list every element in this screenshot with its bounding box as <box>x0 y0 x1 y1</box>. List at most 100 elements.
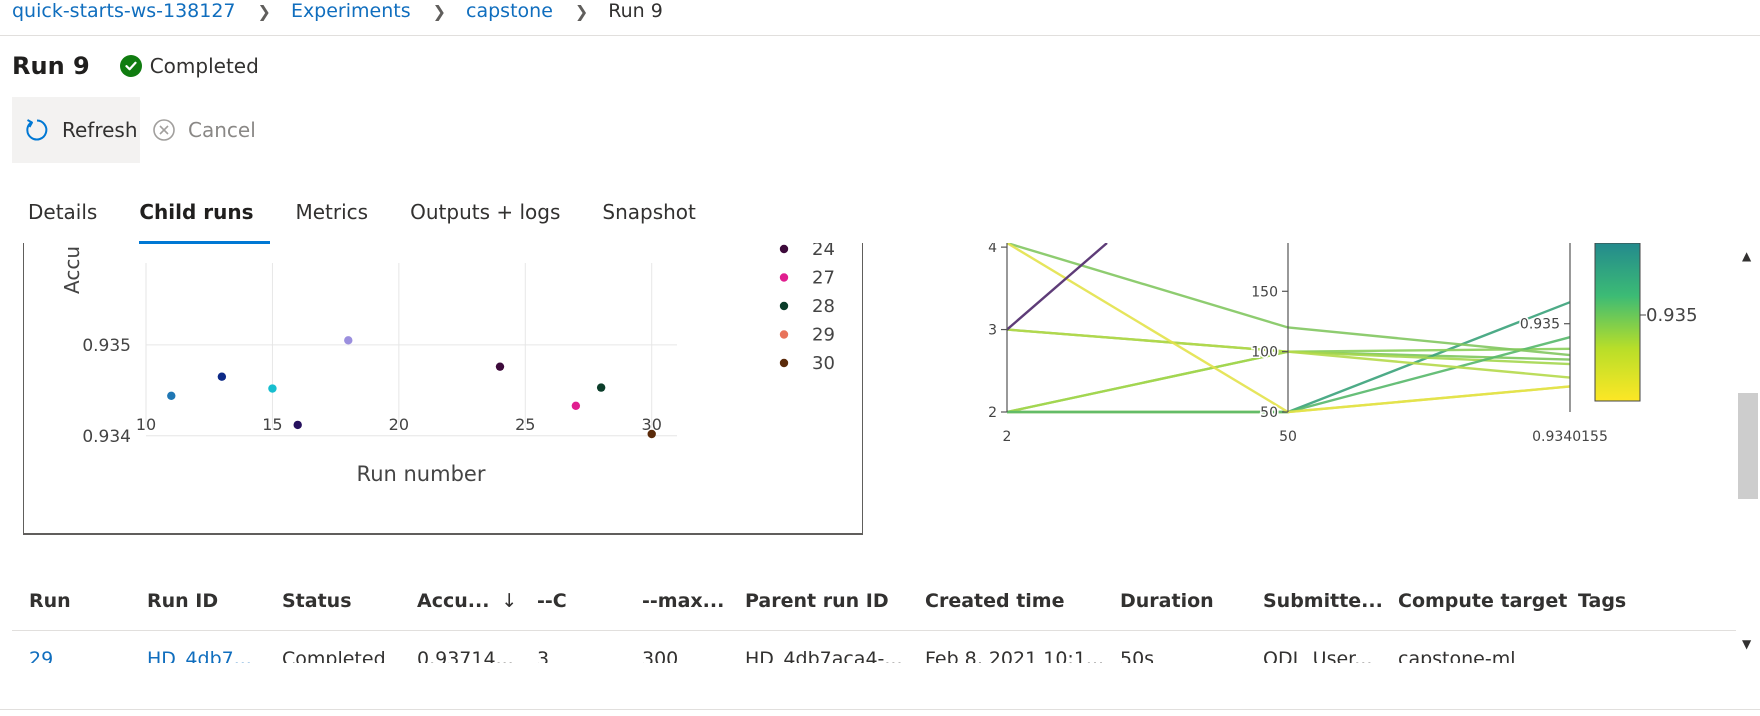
check-circle-icon <box>119 55 142 77</box>
scatter-point[interactable] <box>217 372 227 381</box>
parallel-tick-label: 0.935 <box>1520 317 1560 333</box>
cell-accuracy: 0.93714... <box>417 648 514 663</box>
legend-marker <box>779 301 789 311</box>
arrow-down-icon: ↓ <box>501 589 518 612</box>
table-header: Run Run ID Status Accu... ↓ --C --max... … <box>12 571 1736 631</box>
scatter-point[interactable] <box>495 362 505 371</box>
vertical-scrollbar[interactable]: ▲ ▼ <box>1736 243 1760 663</box>
scatter-point[interactable] <box>167 391 176 400</box>
column-header-run-id[interactable]: Run ID <box>147 589 219 612</box>
cancel-button[interactable]: Cancel <box>140 97 268 163</box>
breadcrumb-experiments[interactable]: Experiments <box>290 0 411 22</box>
parallel-tick-label: 4 <box>988 243 997 256</box>
cell-c: 3 <box>537 648 550 663</box>
column-header-tags[interactable]: Tags <box>1578 589 1627 612</box>
cell-duration: 50s <box>1120 648 1155 663</box>
parallel-axis-bottom-label: 2 <box>1003 429 1012 445</box>
column-header-compute-target[interactable]: Compute target <box>1398 589 1568 612</box>
parallel-axis-bottom-label: 50 <box>1279 429 1297 445</box>
title-row: Run 9 Completed <box>12 52 259 80</box>
run-id-link[interactable]: HD_4db7... <box>147 648 252 663</box>
cell-compute-target: capstone-ml <box>1398 648 1516 663</box>
legend-label[interactable]: 30 <box>812 353 835 374</box>
bottom-divider <box>0 709 1760 710</box>
y-axis-label: Accu <box>60 246 84 294</box>
parallel-tick-label: 150 <box>1251 284 1278 300</box>
child-runs-table: Run Run ID Status Accu... ↓ --C --max... … <box>12 571 1736 663</box>
y-tick-label: 0.934 <box>82 427 131 447</box>
colorbar <box>1594 243 1641 402</box>
breadcrumb-workspace[interactable]: quick-starts-ws-138127 <box>12 0 236 22</box>
scroll-down-icon[interactable]: ▼ <box>1742 637 1752 651</box>
column-header-max-iter[interactable]: --max... <box>642 589 725 612</box>
header-divider <box>0 35 1760 36</box>
cancel-label: Cancel <box>188 118 256 142</box>
scrollbar-thumb[interactable] <box>1738 393 1758 499</box>
x-tick-label: 15 <box>262 415 282 434</box>
legend-marker <box>779 330 789 339</box>
parallel-tick-label: 50 <box>1260 405 1278 421</box>
scatter-point[interactable] <box>344 336 353 345</box>
legend-label[interactable]: 28 <box>812 296 835 317</box>
scroll-up-icon[interactable]: ▲ <box>1742 249 1752 263</box>
refresh-label: Refresh <box>62 118 138 142</box>
breadcrumb-experiment[interactable]: capstone <box>466 0 553 22</box>
cell-max-iter: 300 <box>642 648 679 663</box>
column-header-parent-run-id[interactable]: Parent run ID <box>745 589 889 612</box>
column-header-duration[interactable]: Duration <box>1120 589 1214 612</box>
x-axis-label: Run number <box>357 462 486 486</box>
legend-label[interactable]: 24 <box>812 243 835 260</box>
legend-label[interactable]: 29 <box>812 325 835 346</box>
parallel-line[interactable] <box>1006 243 1108 331</box>
tab-bar: Details Child runs Metrics Outputs + log… <box>12 192 722 244</box>
toolbar: Refresh Cancel <box>12 97 268 163</box>
x-tick-label: 10 <box>136 415 156 434</box>
page-title: Run 9 <box>12 52 90 80</box>
tab-metrics[interactable]: Metrics <box>295 200 369 224</box>
scatter-point[interactable] <box>293 420 302 430</box>
colorbar-tick-label: 0.935 <box>1646 305 1698 326</box>
chevron-right-icon: ❯ <box>432 1 447 21</box>
scatter-point[interactable] <box>268 384 277 393</box>
scatter-point[interactable] <box>647 429 656 439</box>
chevron-right-icon: ❯ <box>257 1 271 21</box>
breadcrumb: quick-starts-ws-138127 ❯ Experiments ❯ c… <box>12 0 663 24</box>
parallel-coordinates-svg: 2 3 4 2 50 100 150 50 0.935 0.9340155 0.935 <box>987 243 1698 445</box>
column-header-c[interactable]: --C <box>537 589 567 612</box>
legend-marker <box>779 358 789 368</box>
parallel-tick-label: 3 <box>988 323 997 339</box>
parallel-axis-bottom-label: 0.9340155 <box>1532 429 1608 445</box>
scatter-point[interactable] <box>571 401 581 410</box>
legend-marker <box>779 273 789 282</box>
tab-details[interactable]: Details <box>28 200 98 224</box>
parallel-coordinates-chart: 2 3 4 2 50 100 150 50 0.935 0.9340155 0.935 <box>980 243 1700 463</box>
legend-label[interactable]: 27 <box>812 268 835 289</box>
tab-snapshot[interactable]: Snapshot <box>602 200 696 224</box>
tab-outputs-logs[interactable]: Outputs + logs <box>410 200 561 224</box>
status-badge: Completed <box>119 54 259 78</box>
column-header-accuracy-label: Accu... <box>417 589 490 612</box>
x-tick-label: 30 <box>642 415 662 434</box>
cell-parent-run-id: HD_4db7aca4-... <box>745 648 903 663</box>
column-header-submitted-by[interactable]: Submitte... <box>1263 589 1383 612</box>
x-tick-label: 25 <box>515 415 535 434</box>
legend-marker <box>779 244 789 254</box>
column-header-status[interactable]: Status <box>282 589 352 612</box>
refresh-icon <box>24 117 50 143</box>
x-tick-label: 20 <box>389 415 409 434</box>
refresh-button[interactable]: Refresh <box>12 97 140 163</box>
run-number-link[interactable]: 29 <box>29 648 54 663</box>
parallel-tick-label: 2 <box>988 405 997 421</box>
column-header-run[interactable]: Run <box>29 589 71 612</box>
scatter-chart: 10 15 20 25 30 0.934 0.935 Accu Run number 24 27 28… <box>60 243 835 486</box>
scatter-point[interactable] <box>596 383 606 392</box>
cell-created-time: Feb 8, 2021 10:1... <box>925 648 1105 663</box>
parallel-tick-label: 100 <box>1251 345 1278 361</box>
chevron-right-icon: ❯ <box>574 1 589 21</box>
column-header-accuracy[interactable]: Accu... ↓ <box>417 590 537 612</box>
tab-child-runs[interactable]: Child runs <box>123 192 270 244</box>
scatter-chart-card: 10 15 20 25 30 0.934 0.935 Accu Run number 24 27 28… <box>23 243 863 535</box>
table-row[interactable]: 29 HD_4db7... Completed 0.93714... 3 300… <box>12 631 1736 663</box>
column-header-created-time[interactable]: Created time <box>925 589 1065 612</box>
